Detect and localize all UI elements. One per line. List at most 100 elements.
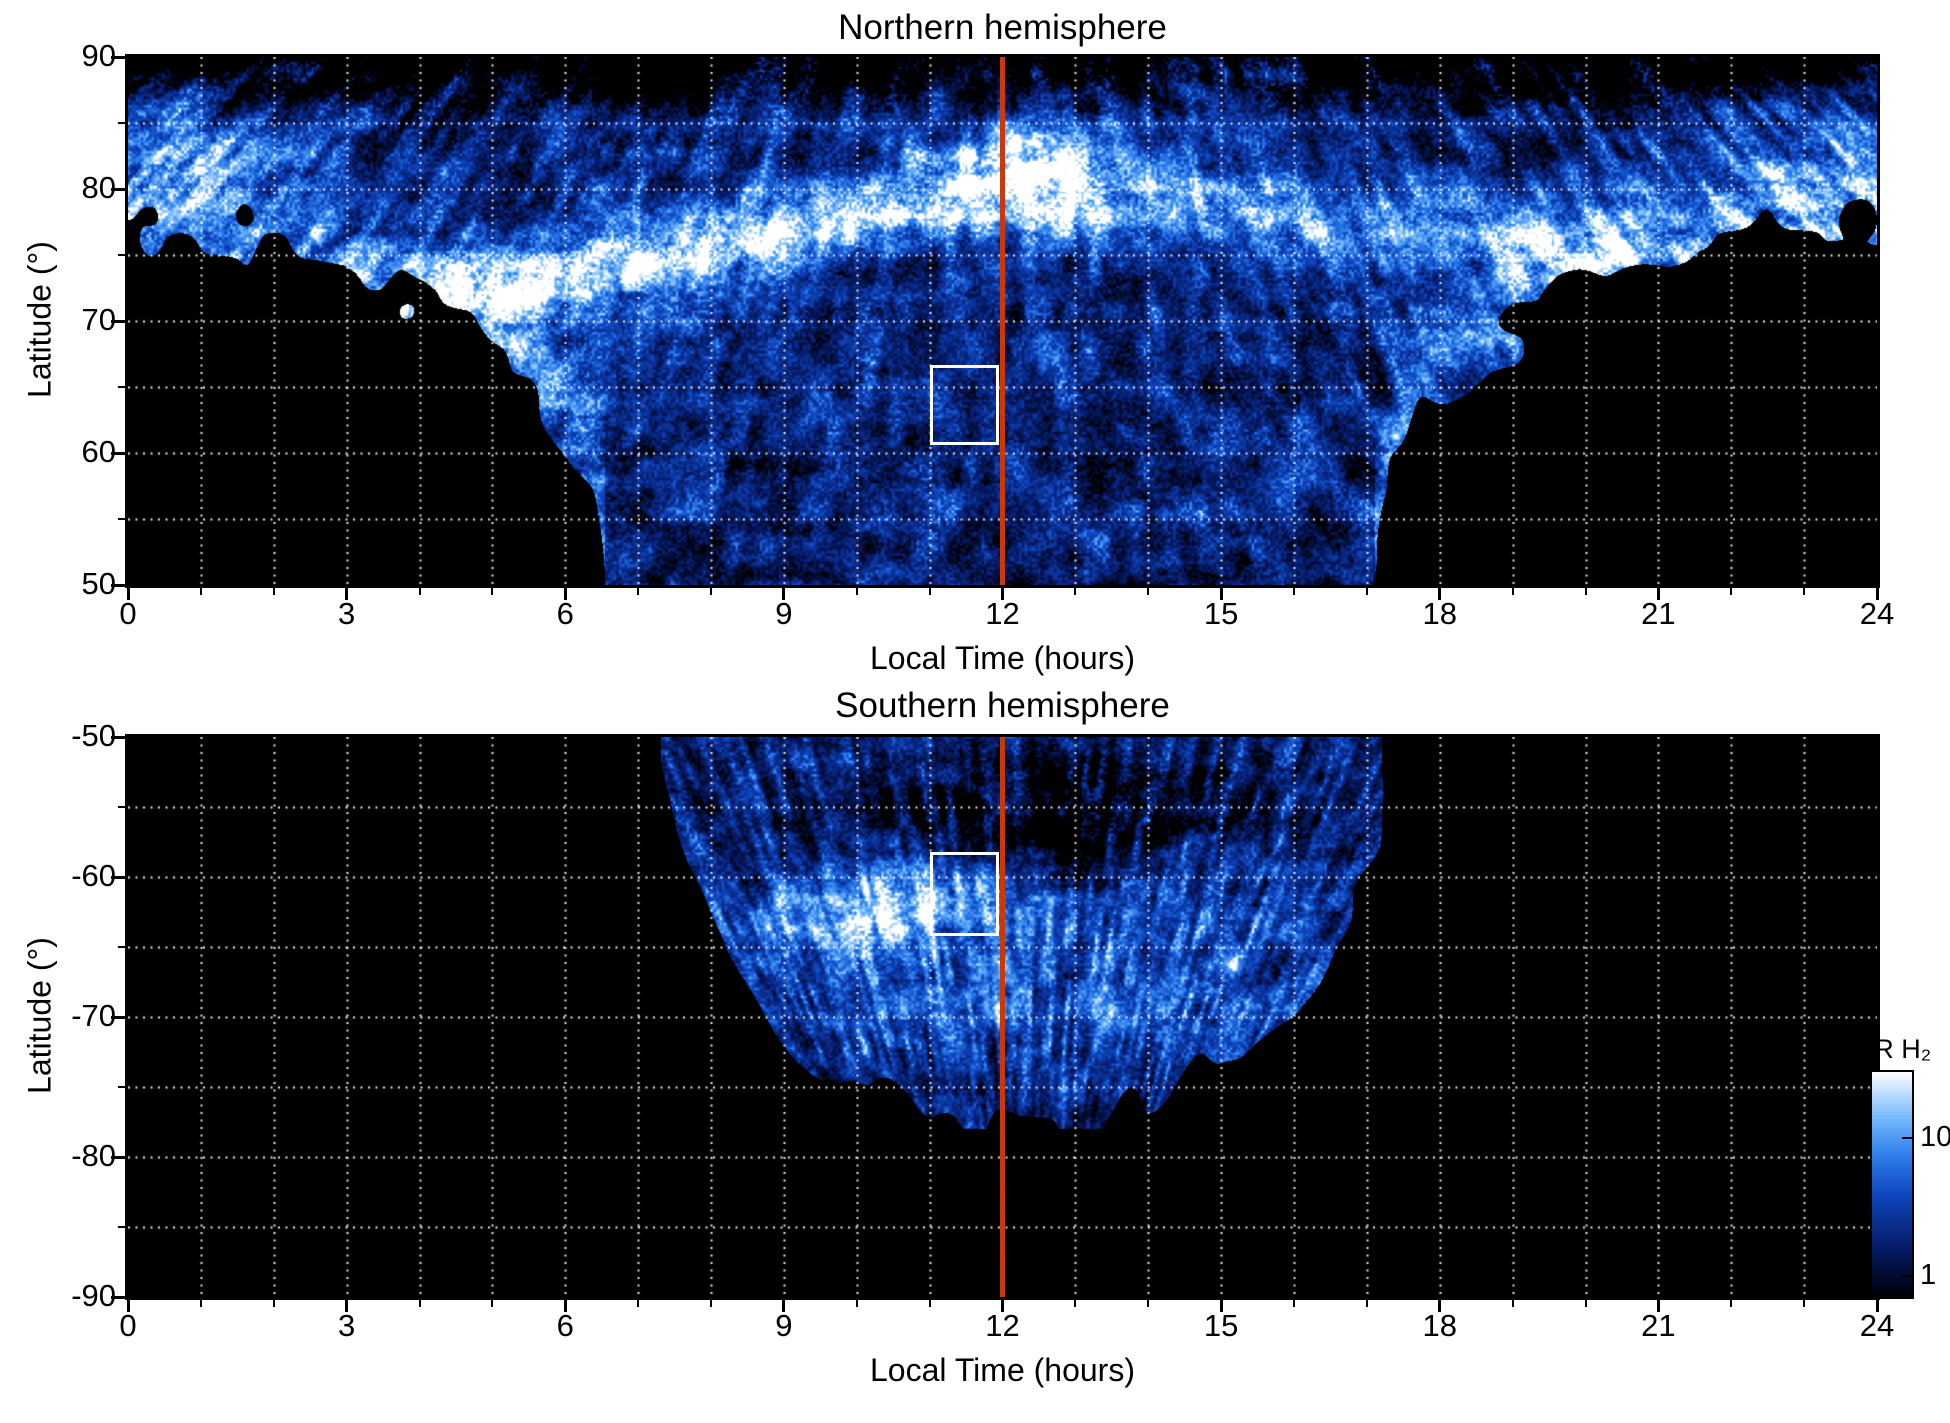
tick-mark [1803, 1300, 1806, 1307]
x-tick-label: 9 [775, 596, 793, 631]
tick-mark [111, 451, 125, 455]
tick-mark [855, 588, 858, 595]
south-highlight-box [929, 851, 999, 936]
tick-mark [345, 588, 349, 600]
tick-mark [345, 1300, 349, 1312]
north-title: Northern hemisphere [838, 8, 1167, 47]
tick-mark [1875, 1300, 1879, 1312]
tick-mark [710, 588, 712, 595]
tick-mark [855, 1300, 858, 1307]
tick-mark [1656, 1300, 1660, 1312]
y-tick-label: 70 [81, 302, 116, 337]
tick-mark [111, 1015, 125, 1019]
x-tick-label: 0 [119, 596, 137, 631]
tick-mark [118, 1226, 125, 1228]
x-tick-label: 18 [1422, 1308, 1457, 1343]
tick-mark [111, 1155, 125, 1159]
tick-mark [1219, 588, 1223, 600]
tick-mark [272, 1300, 275, 1307]
tick-mark [928, 1300, 931, 1307]
tick-mark [118, 806, 125, 808]
tick-mark [1438, 1300, 1442, 1312]
tick-mark [1147, 1300, 1150, 1307]
tick-mark [118, 1086, 125, 1088]
tick-mark [111, 875, 125, 879]
tick-mark [118, 518, 125, 520]
tick-mark [126, 588, 130, 600]
south-noon-line [1000, 737, 1005, 1297]
tick-mark [491, 588, 494, 595]
tick-mark [1730, 588, 1733, 595]
tick-mark [1001, 1300, 1004, 1312]
tick-mark [1511, 1300, 1514, 1307]
tick-mark [1365, 1300, 1368, 1307]
y-tick-label: 80 [81, 170, 116, 205]
tick-mark [118, 386, 125, 388]
tick-mark [1511, 588, 1514, 595]
x-tick-label: 24 [1859, 596, 1895, 631]
tick-mark [1293, 588, 1295, 595]
south-heatmap-plot [125, 734, 1880, 1300]
tick-mark [637, 588, 640, 595]
y-tick-label: 60 [81, 434, 116, 469]
tick-mark [118, 254, 125, 256]
colorbar-tick-label: 10 [1920, 1120, 1950, 1153]
tick-mark [118, 122, 125, 124]
tick-mark [111, 187, 125, 191]
tick-mark [1365, 588, 1368, 595]
tick-mark [1001, 588, 1004, 600]
colorbar-gradient [1870, 1070, 1914, 1299]
y-tick-label: -60 [71, 858, 116, 893]
tick-mark [199, 588, 202, 595]
tick-mark [118, 946, 125, 948]
tick-mark [1902, 1274, 1912, 1277]
x-tick-label: 15 [1203, 1308, 1239, 1343]
colorbar-tick-label: 1 [1920, 1258, 1937, 1291]
tick-mark [126, 1300, 130, 1312]
y-tick-label: -80 [71, 1138, 116, 1173]
tick-mark [1730, 1300, 1733, 1307]
tick-mark [782, 588, 786, 600]
tick-mark [1074, 588, 1077, 595]
tick-mark [1656, 588, 1660, 600]
x-tick-label: 6 [556, 596, 574, 631]
x-tick-label: 18 [1422, 596, 1457, 631]
tick-mark [1147, 588, 1150, 595]
tick-mark [111, 735, 125, 739]
tick-mark [418, 588, 421, 595]
x-tick-label: 15 [1203, 596, 1239, 631]
tick-mark [418, 1300, 421, 1307]
tick-mark [199, 1300, 202, 1307]
tick-mark [1803, 588, 1806, 595]
x-tick-label: 21 [1641, 596, 1676, 631]
tick-mark [782, 1300, 786, 1312]
tick-mark [111, 55, 125, 59]
x-tick-label: 3 [338, 1308, 356, 1343]
tick-mark [1074, 1300, 1077, 1307]
x-tick-label: 0 [119, 1308, 137, 1343]
tick-mark [111, 583, 125, 587]
tick-mark [637, 1300, 640, 1307]
tick-mark [1902, 1136, 1912, 1139]
y-tick-label: 50 [81, 566, 116, 601]
y-tick-label: -50 [71, 718, 116, 753]
tick-mark [1584, 1300, 1587, 1307]
x-tick-label: 21 [1641, 1308, 1676, 1343]
south-x-axis-label: Local Time (hours) [870, 1352, 1135, 1388]
tick-mark [111, 1295, 125, 1299]
tick-mark [1438, 588, 1442, 600]
south-title: Southern hemisphere [835, 686, 1170, 725]
north-noon-line [1000, 57, 1005, 585]
colorbar-label: kR H₂ [1860, 1034, 1932, 1064]
tick-mark [710, 1300, 712, 1307]
tick-mark [1584, 588, 1587, 595]
tick-mark [1293, 1300, 1295, 1307]
x-tick-label: 9 [775, 1308, 793, 1343]
y-tick-label: 90 [81, 38, 116, 73]
y-tick-label: -90 [71, 1278, 116, 1313]
tick-mark [491, 1300, 494, 1307]
x-tick-label: 3 [338, 596, 356, 631]
tick-mark [272, 588, 275, 595]
tick-mark [1219, 1300, 1223, 1312]
